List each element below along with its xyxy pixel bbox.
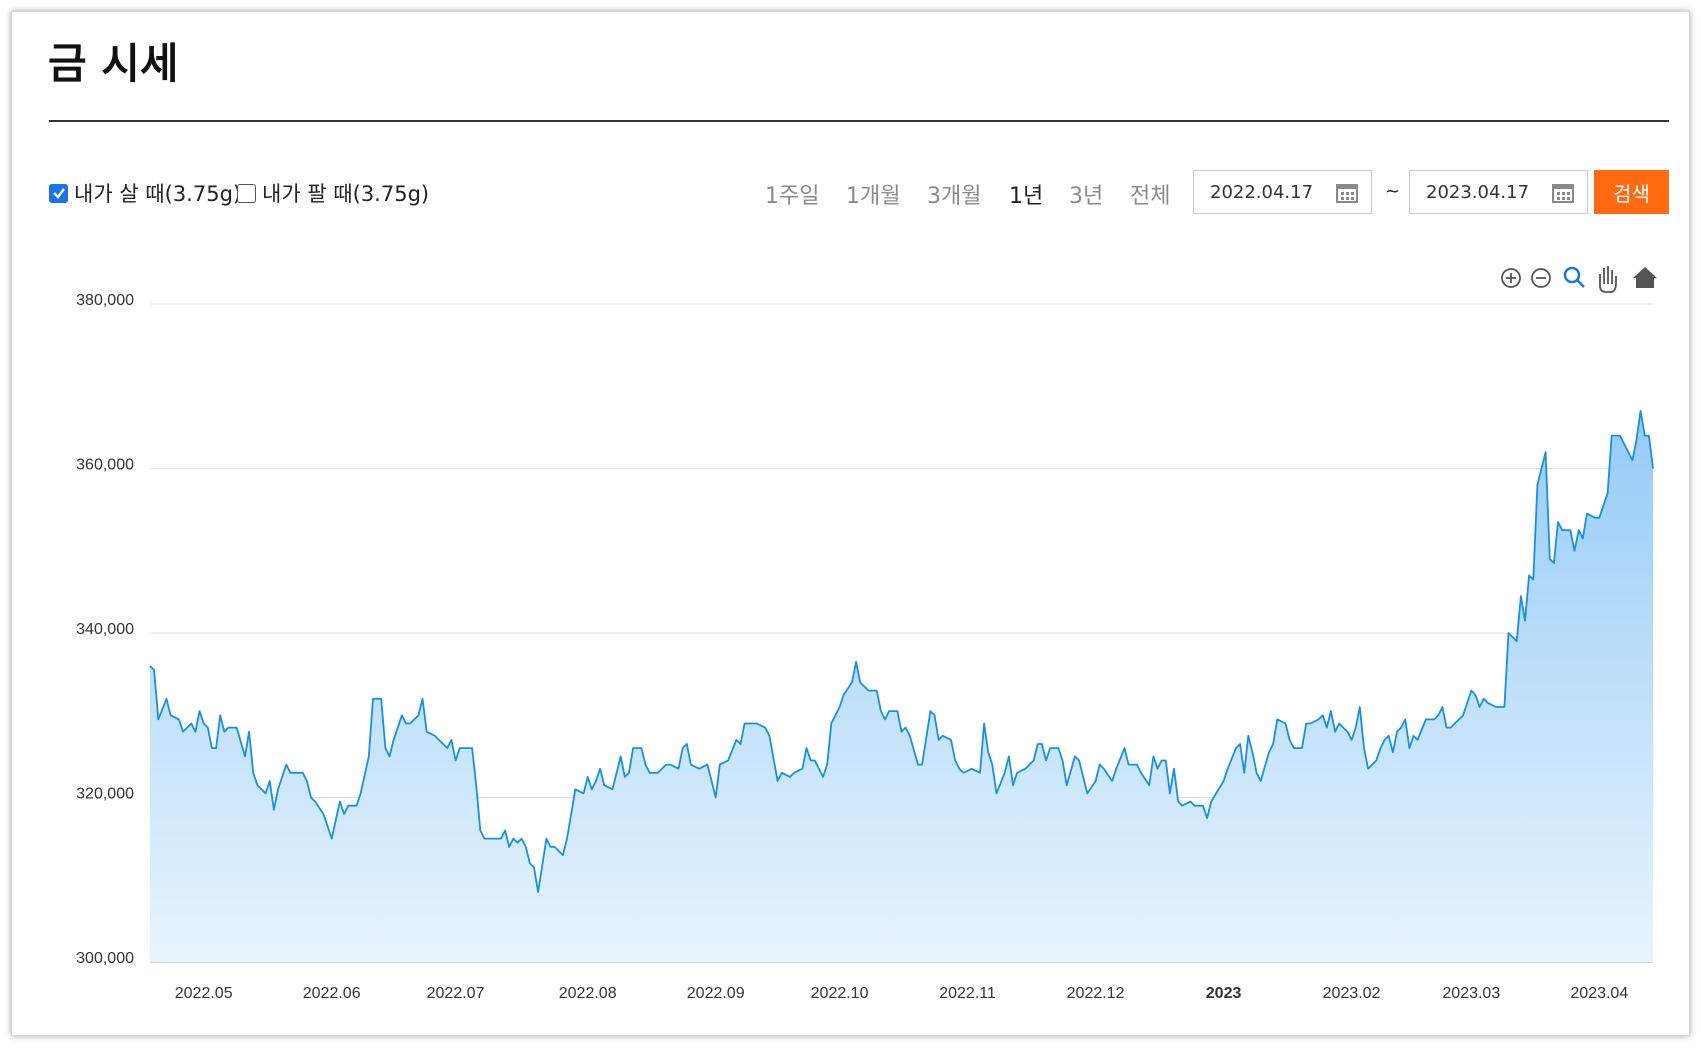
zoom-in[interactable] (1501, 268, 1521, 288)
x-tick-label: 2023.02 (1323, 985, 1381, 1002)
x-tick-label: 2022.08 (559, 985, 617, 1002)
calendar-icon (1552, 184, 1574, 203)
x-tick-label: 2022.05 (175, 985, 233, 1002)
x-tick-label: 2022.12 (1067, 985, 1125, 1002)
y-tick-label: 340,000 (76, 621, 134, 638)
reset[interactable] (1633, 267, 1657, 288)
date-from[interactable]: 2022.04.17 (1193, 170, 1372, 214)
y-tick-label: 300,000 (76, 950, 134, 967)
check-mark (52, 188, 65, 199)
calendar-icon (1336, 184, 1358, 203)
x-tick-label: 2022.10 (811, 985, 869, 1002)
separator: ~ (1385, 181, 1401, 202)
period-button[interactable]: 전체 (1130, 184, 1171, 209)
period-button[interactable]: 3년 (1069, 184, 1104, 209)
search-button[interactable]: 검색 (1594, 170, 1669, 214)
x-tick-label: 2022.09 (687, 985, 745, 1002)
period-button[interactable]: 1주일 (765, 184, 820, 209)
x-tick-label: 2023.03 (1442, 985, 1500, 1002)
divider (49, 120, 1669, 122)
date-text: 2022.04.17 (1210, 181, 1314, 203)
zoom-out[interactable] (1531, 268, 1551, 288)
x-tick-label: 2023.04 (1570, 985, 1628, 1002)
checkbox[interactable] (237, 183, 256, 203)
period-button[interactable]: 1개월 (846, 184, 901, 209)
area (150, 410, 1653, 962)
y-tick-label: 360,000 (76, 457, 134, 474)
x-tick-label: 2022.07 (427, 985, 485, 1002)
toolbar (1501, 266, 1657, 293)
checkbox-label: 내가 팔 때(3.75g) (262, 182, 430, 206)
date-text: 2023.04.17 (1426, 181, 1530, 203)
pan[interactable] (1599, 266, 1617, 293)
y-tick-label: 320,000 (76, 786, 134, 803)
checkbox-label: 내가 살 때(3.75g) (74, 182, 242, 206)
page-title: 금 시세 (48, 39, 179, 88)
period-button[interactable]: 3개월 (927, 184, 982, 209)
x-tick-label: 2023 (1206, 985, 1242, 1002)
x-tick-label: 2022.11 (939, 985, 996, 1002)
x-tick-label: 2022.06 (303, 985, 361, 1002)
checkbox-option[interactable]: 내가 살 때(3.75g) (49, 178, 241, 208)
date-to[interactable]: 2023.04.17 (1409, 170, 1588, 214)
zoom-select[interactable] (1563, 266, 1585, 288)
line (149, 410, 1654, 893)
checkbox-option[interactable]: 내가 팔 때(3.75g) (237, 178, 429, 208)
period-button[interactable]: 1년 (1009, 184, 1044, 209)
checkbox[interactable] (49, 183, 68, 203)
y-tick-label: 380,000 (76, 292, 134, 309)
